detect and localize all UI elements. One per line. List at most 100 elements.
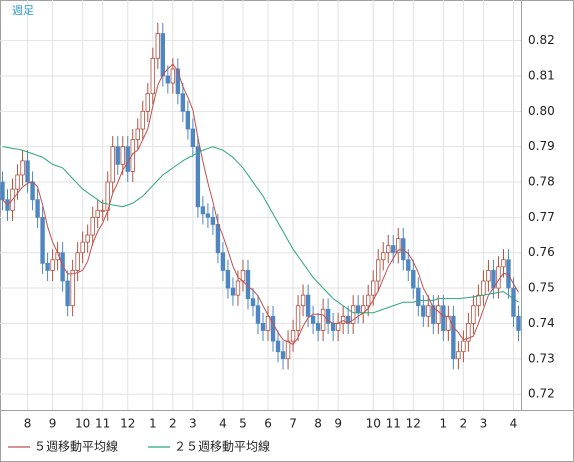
x-tick-label: 5 xyxy=(239,417,247,431)
candle-body xyxy=(15,174,20,190)
candle-body xyxy=(401,238,406,261)
candle-body xyxy=(431,305,436,324)
candle-body xyxy=(75,252,80,271)
y-tick-label: 0.76 xyxy=(528,245,555,259)
candle-body xyxy=(160,33,166,77)
candle-body xyxy=(310,315,316,324)
candle-body xyxy=(25,160,30,183)
candle-body xyxy=(516,315,521,331)
candle-body xyxy=(511,287,516,317)
candle-body xyxy=(391,245,396,254)
x-tick-label: 9 xyxy=(334,417,342,431)
candle-body xyxy=(155,33,161,59)
candle-body xyxy=(150,57,155,95)
candle-body xyxy=(376,259,381,282)
candle-body xyxy=(115,146,120,165)
candle-body xyxy=(165,75,171,84)
candle-body xyxy=(426,305,431,317)
candle-body xyxy=(290,330,296,342)
candle-body xyxy=(80,241,85,254)
candle-body xyxy=(0,181,5,201)
candle-body xyxy=(185,110,191,130)
candle-body xyxy=(215,224,221,254)
x-tick-label: 3 xyxy=(189,417,197,431)
candle-body xyxy=(325,308,331,324)
candle-body xyxy=(70,269,75,307)
candle-body xyxy=(90,216,95,236)
candle-body xyxy=(225,269,231,289)
candle-body xyxy=(305,294,311,317)
candle-body xyxy=(421,305,426,317)
candle-body xyxy=(130,139,135,172)
candle-body xyxy=(396,238,401,254)
candle-body xyxy=(381,252,386,261)
candle-body xyxy=(486,269,491,282)
y-tick-label: 0.82 xyxy=(528,33,555,47)
candle-body xyxy=(120,146,125,165)
candle-body xyxy=(275,340,281,353)
x-tick-label: 11 xyxy=(386,417,401,431)
x-tick-label: 7 xyxy=(289,417,297,431)
candle-body xyxy=(200,206,206,215)
x-tick-label: 4 xyxy=(510,417,518,431)
candle-body xyxy=(366,294,371,307)
candle-body xyxy=(35,199,40,218)
y-tick-label: 0.81 xyxy=(528,68,555,82)
candle-body xyxy=(210,216,216,225)
x-tick-label: 8 xyxy=(24,417,32,431)
y-tick-label: 0.79 xyxy=(528,139,555,153)
candle-body xyxy=(355,305,361,314)
y-tick-label: 0.80 xyxy=(528,104,555,118)
candle-body xyxy=(456,351,461,360)
x-tick-label: 9 xyxy=(49,417,57,431)
candle-body xyxy=(240,269,246,282)
candle-body xyxy=(205,213,211,218)
candle-body xyxy=(285,340,291,360)
x-tick-label: 6 xyxy=(264,417,272,431)
candle-body xyxy=(30,181,35,201)
candle-body xyxy=(175,68,181,95)
candle-body xyxy=(65,280,70,307)
candle-body xyxy=(265,315,271,331)
y-tick-label: 0.75 xyxy=(528,281,555,295)
candle-body xyxy=(60,252,65,282)
candle-body xyxy=(441,305,446,331)
y-tick-label: 0.73 xyxy=(528,351,555,365)
x-tick-label: 2 xyxy=(169,417,177,431)
candle-body xyxy=(295,305,301,331)
candle-body xyxy=(451,315,456,360)
candle-body xyxy=(340,315,346,324)
candle-body xyxy=(436,305,441,324)
candle-body xyxy=(95,209,100,218)
x-tick-label: 10 xyxy=(75,417,90,431)
x-tick-label: 4 xyxy=(219,417,227,431)
candle-body xyxy=(170,68,176,84)
candle-body xyxy=(250,298,256,307)
candle-body xyxy=(335,323,341,331)
x-tick-label: 12 xyxy=(406,417,421,431)
candle-body xyxy=(85,234,90,243)
candle-body xyxy=(135,128,140,141)
x-tick-label: 10 xyxy=(366,417,381,431)
candle-body xyxy=(461,340,466,353)
candle-body xyxy=(386,245,391,254)
candle-body xyxy=(230,287,236,296)
x-tick-label: 2 xyxy=(460,417,468,431)
candle-body xyxy=(270,315,276,342)
moving-average-line xyxy=(2,146,519,314)
candle-body xyxy=(260,323,266,331)
x-tick-label: 3 xyxy=(480,417,488,431)
y-tick-label: 0.77 xyxy=(528,210,555,224)
candle-body xyxy=(416,287,421,307)
candle-body xyxy=(145,93,150,112)
candle-body xyxy=(40,216,45,264)
chart-title: 週足 xyxy=(12,4,34,17)
candle-body xyxy=(471,305,476,324)
candle-body xyxy=(350,305,356,324)
x-tick-label: 11 xyxy=(95,417,110,431)
candle-body xyxy=(220,252,226,271)
legend-label: ２５週移動平均線 xyxy=(174,439,270,454)
plot xyxy=(0,22,521,370)
legend-label: ５週移動平均線 xyxy=(34,439,118,454)
y-tick-label: 0.74 xyxy=(528,316,555,330)
